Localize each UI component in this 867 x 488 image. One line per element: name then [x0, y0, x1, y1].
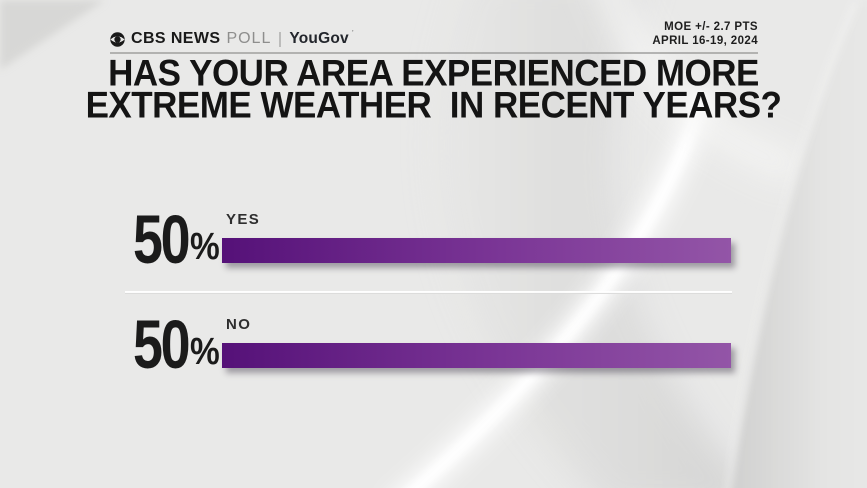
cbs-eye-icon: [110, 31, 125, 47]
row-divider: [125, 291, 732, 294]
poll-wordmark: POLL: [226, 30, 272, 47]
value-label-yes: 50: [133, 201, 191, 278]
poll-meta: MOE +/- 2.7 PTS APRIL 16-19, 2024: [450, 21, 758, 48]
header-rule: [110, 52, 758, 54]
brand-separator: [279, 31, 282, 47]
yougov-trademark: ’: [351, 29, 354, 38]
percent-sign-yes: %: [190, 226, 220, 268]
date-note: APRIL 16-19, 2024: [652, 34, 758, 47]
bar-track-yes: [222, 238, 731, 263]
brand-lockup: CBS NEWS POLL YouGov ’: [110, 28, 354, 50]
bar-no: [222, 343, 731, 368]
value-label-no: 50: [133, 306, 191, 383]
title-line-1: HAS YOUR AREA EXPERIENCED MORE: [108, 52, 759, 95]
yougov-wordmark: YouGov: [289, 30, 349, 47]
bar-track-no: [222, 343, 731, 368]
title-line-2: EXTREME WEATHER IN RECENT YEARS?: [85, 83, 782, 126]
moe-note: MOE +/- 2.7 PTS: [664, 21, 758, 33]
poll-question-title: HAS YOUR AREA EXPERIENCED MORE EXTREME W…: [0, 52, 867, 126]
cbs-news-wordmark: CBS NEWS: [131, 30, 221, 47]
bar-yes: [222, 238, 731, 263]
category-label-no: NO: [226, 316, 252, 333]
percent-sign-no: %: [190, 331, 220, 373]
category-label-yes: YES: [226, 211, 261, 228]
